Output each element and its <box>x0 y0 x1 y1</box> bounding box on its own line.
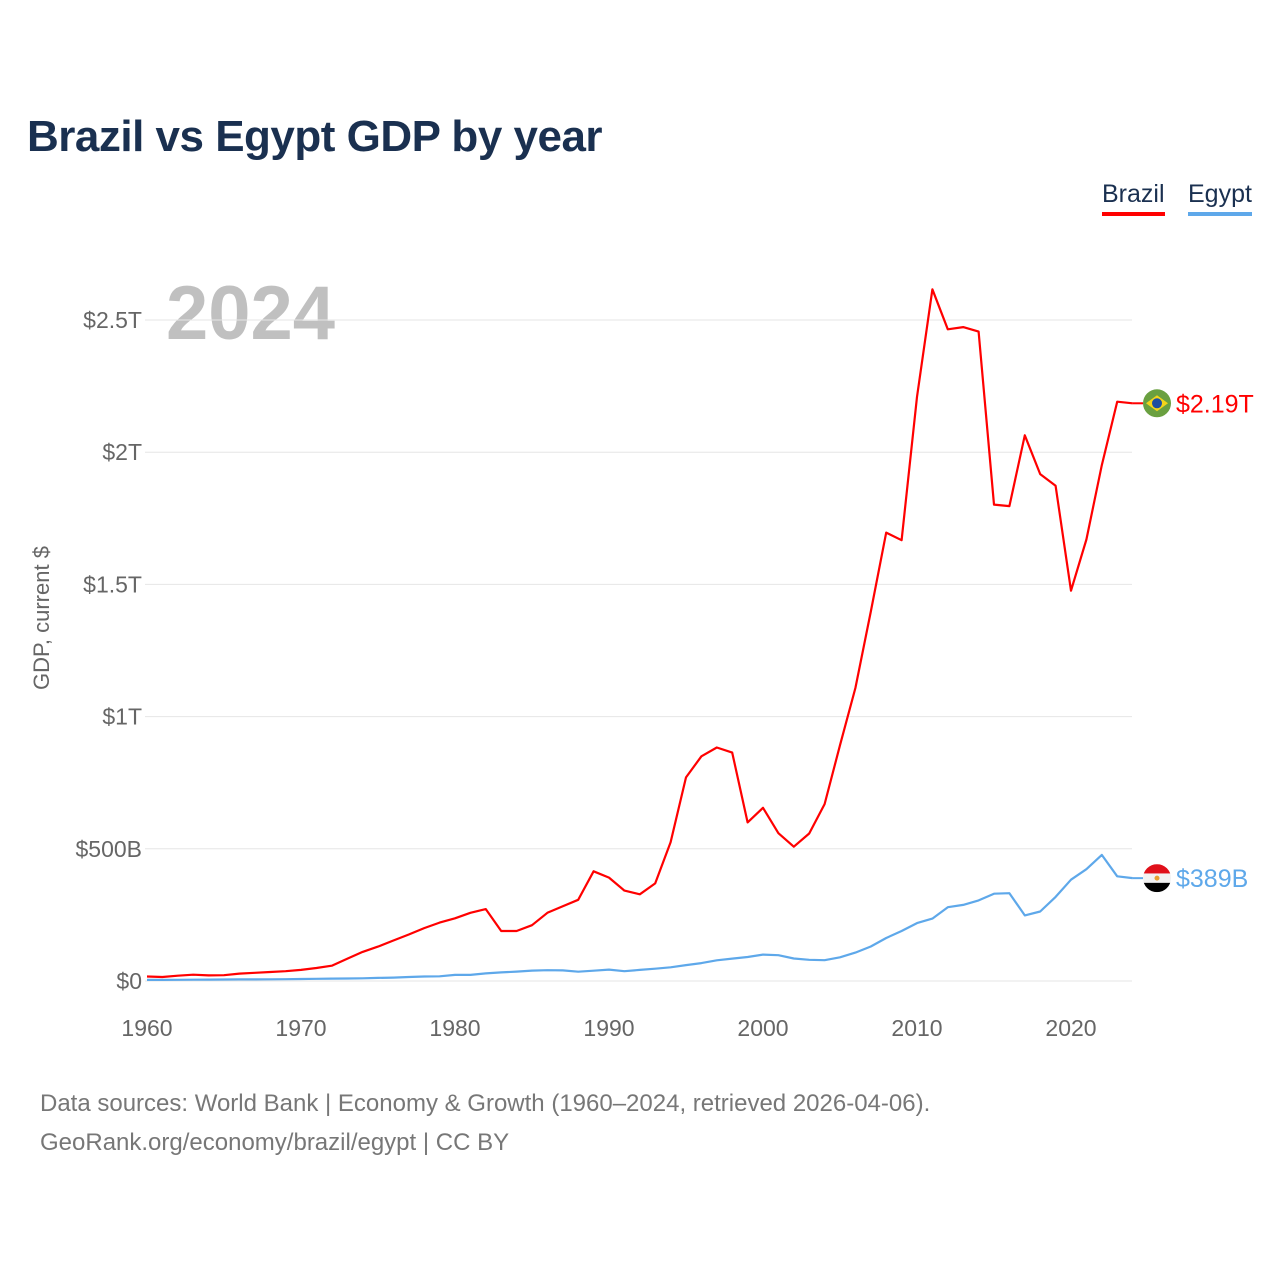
legend-swatch <box>1188 212 1252 216</box>
end-value-label-brazil: $2.19T <box>1176 390 1254 418</box>
legend-item-egypt[interactable]: Egypt <box>1188 180 1252 218</box>
x-tick-label: 2020 <box>1045 1015 1096 1041</box>
legend-swatch <box>1102 212 1165 216</box>
y-tick-label: $2.5T <box>83 307 142 333</box>
y-tick-label: $2T <box>102 439 142 465</box>
source-line-2[interactable]: GeoRank.org/economy/brazil/egypt | CC BY <box>40 1129 510 1156</box>
y-tick-label: $500B <box>75 836 142 862</box>
legend-label: Egypt <box>1188 180 1252 208</box>
series-line-egypt <box>147 853 1133 982</box>
y-tick-label: $1T <box>102 704 142 730</box>
series-line-brazil <box>146 288 1133 979</box>
source-note: Data sources: World Bank | Economy & Gro… <box>40 1084 930 1162</box>
y-tick-label: $0 <box>116 968 142 994</box>
source-line-1: Data sources: World Bank | Economy & Gro… <box>40 1090 931 1117</box>
x-tick-label: 1960 <box>121 1015 172 1041</box>
y-tick-label: $1.5T <box>83 571 142 597</box>
legend-label: Brazil <box>1102 180 1165 208</box>
x-tick-label: 1980 <box>429 1015 480 1041</box>
legend-item-brazil[interactable]: Brazil <box>1102 180 1165 218</box>
x-tick-label: 1970 <box>275 1015 326 1041</box>
x-tick-label: 1990 <box>583 1015 634 1041</box>
x-tick-label: 2010 <box>891 1015 942 1041</box>
egypt-flag-icon <box>1143 864 1171 893</box>
end-value-label-egypt: $389B <box>1176 865 1248 893</box>
x-tick-label: 2000 <box>737 1015 788 1041</box>
year-watermark: 2024 <box>166 271 336 356</box>
brazil-flag-icon <box>1143 389 1171 418</box>
chart-title: Brazil vs Egypt GDP by year <box>27 112 603 161</box>
